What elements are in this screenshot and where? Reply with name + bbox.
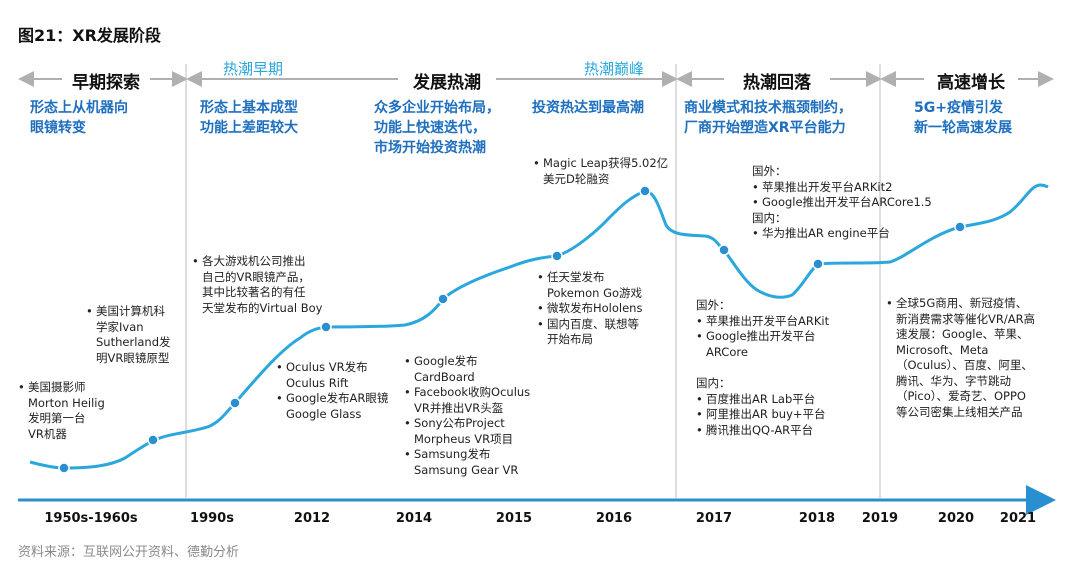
phase-description-hype-decline: 商业模式和技术瓶颈制约， 厂商开始塑造XR平台能力	[684, 100, 852, 136]
list-item: Google发布 CardBoard	[404, 354, 554, 385]
marker-arkit	[718, 244, 730, 256]
phase-description-hype-peak: 投资热达到最高潮	[532, 100, 644, 116]
marker-cardboard	[437, 293, 449, 305]
annotation-magic-leap: Magic Leap获得5.02亿 美元D轮融资	[533, 156, 683, 187]
list-item: Samsung发布 Samsung Gear VR	[404, 447, 554, 478]
hype-curve	[29, 183, 1049, 470]
annotation-arkit: 国外： 苹果推出开发平台ARKit Google推出开发平台 ARCore 国内…	[696, 298, 866, 438]
marker-pokemon	[551, 250, 563, 262]
list-item: 苹果推出开发平台ARKit	[696, 314, 866, 330]
list-item: Google发布AR眼镜 Google Glass	[276, 391, 406, 422]
figure-title: 图21：XR发展阶段	[18, 26, 161, 45]
list-item: Sony公布Project Morpheus VR项目	[404, 416, 554, 447]
marker-heilig	[58, 462, 70, 474]
marker-arkit2	[812, 258, 824, 270]
subphase-label-early-hype: 热潮早期	[222, 60, 283, 78]
list-item: 华为推出AR engine平台	[752, 226, 962, 242]
annotation-virtual-boy: 各大游戏机公司推出 自己的VR眼镜产品， 其中比较著名的有任 天堂发布的Virt…	[192, 254, 352, 316]
list-item: Google推出开发平台ARCore1.5	[752, 195, 962, 211]
list-item: Facebook收购Oculus VR并推出VR头盔	[404, 385, 554, 416]
tick-label-2021: 2021	[999, 511, 1037, 526]
phase-label-hype-decline: 热潮回落	[743, 73, 811, 93]
tick-label-2016: 2016	[595, 511, 633, 526]
list-item: 微软发布Hololens	[537, 301, 677, 317]
source-note: 资料来源：互联网公开资料、德勤分析	[18, 545, 240, 560]
list-item: 百度推出AR Lab平台	[696, 392, 866, 408]
annotation-5g: 全球5G商用、新冠疫情、 新消费需求等催化VR/AR高 速发展：Google、苹…	[886, 296, 1072, 420]
phase-label-early-exploration: 早期探索	[72, 73, 140, 93]
tick-label-1990s: 1990s	[190, 511, 234, 526]
tick-label-2017: 2017	[695, 511, 733, 526]
tick-label-2019: 2019	[861, 511, 899, 526]
tick-label-2015: 2015	[495, 511, 533, 526]
phase-label-rapid-growth: 高速增长	[937, 73, 1005, 93]
annotation-sutherland: 美国计算机科 学家Ivan Sutherland发 明VR眼镜原型	[86, 304, 186, 366]
marker-virtual-boy	[229, 397, 241, 409]
phase-label-development-hype: 发展热潮	[413, 73, 481, 93]
annotation-cardboard: Google发布 CardBoard Facebook收购Oculus VR并推…	[404, 354, 554, 478]
tick-label-2018: 2018	[798, 511, 836, 526]
marker-oculus	[320, 321, 332, 333]
list-item: 任天堂发布 Pokemon Go游戏	[537, 270, 677, 301]
list-item: 苹果推出开发平台ARKit2	[752, 180, 962, 196]
marker-magic-leap	[639, 185, 651, 197]
phase-description-early-hype: 形态上基本成型 功能上差距较大	[200, 100, 298, 136]
list-item: 腾讯推出QQ-AR平台	[696, 423, 866, 439]
tick-label-1950s-1960s: 1950s-1960s	[44, 511, 138, 526]
tick-label-2014: 2014	[395, 511, 433, 526]
tick-label-2012: 2012	[293, 511, 331, 526]
subphase-label-hype-peak: 热潮巅峰	[583, 60, 644, 78]
list-item: Oculus VR发布 Oculus Rift	[276, 360, 406, 391]
list-item: 阿里推出AR buy+平台	[696, 407, 866, 423]
list-item: 国内百度、联想等 开始布局	[537, 317, 677, 348]
phase-description-rapid-growth: 5G+疫情引发 新一轮高速发展	[914, 100, 1012, 136]
list-item: Google推出开发平台 ARCore	[696, 329, 866, 360]
tick-label-2020: 2020	[937, 511, 975, 526]
annotation-oculus: Oculus VR发布 Oculus Rift Google发布AR眼镜 Goo…	[276, 360, 406, 422]
phase-description-development-hype: 众多企业开始布局， 功能上快速迭代， 市场开始投资热潮	[374, 100, 500, 156]
phase-description-early-exploration: 形态上从机器向 眼镜转变	[30, 100, 128, 136]
marker-sutherland	[147, 434, 159, 446]
annotation-pokemon: 任天堂发布 Pokemon Go游戏 微软发布Hololens 国内百度、联想等…	[537, 270, 677, 348]
annotation-heilig: 美国摄影师 Morton Heilig 发明第一台 VR机器	[18, 380, 138, 442]
annotation-arkit2: 国外： 苹果推出开发平台ARKit2 Google推出开发平台ARCore1.5…	[752, 164, 962, 242]
